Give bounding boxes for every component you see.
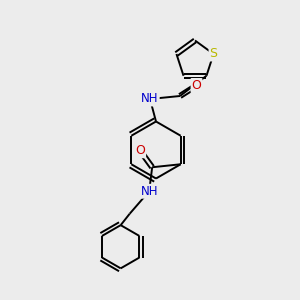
Text: O: O (135, 144, 145, 157)
Text: NH: NH (140, 185, 158, 198)
Text: S: S (209, 47, 217, 61)
Text: NH: NH (141, 92, 159, 106)
Text: O: O (192, 79, 201, 92)
